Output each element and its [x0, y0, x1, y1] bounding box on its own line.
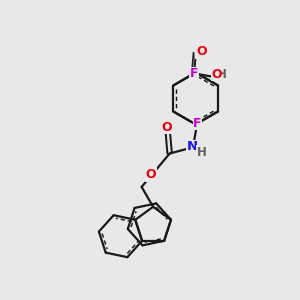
Text: O: O	[196, 45, 206, 58]
Text: H: H	[197, 146, 207, 159]
Text: H: H	[217, 68, 226, 81]
Text: O: O	[146, 168, 156, 181]
Text: O: O	[161, 121, 172, 134]
Text: O: O	[211, 68, 222, 81]
Text: F: F	[193, 117, 202, 130]
Text: N: N	[187, 140, 198, 153]
Text: F: F	[190, 67, 199, 80]
